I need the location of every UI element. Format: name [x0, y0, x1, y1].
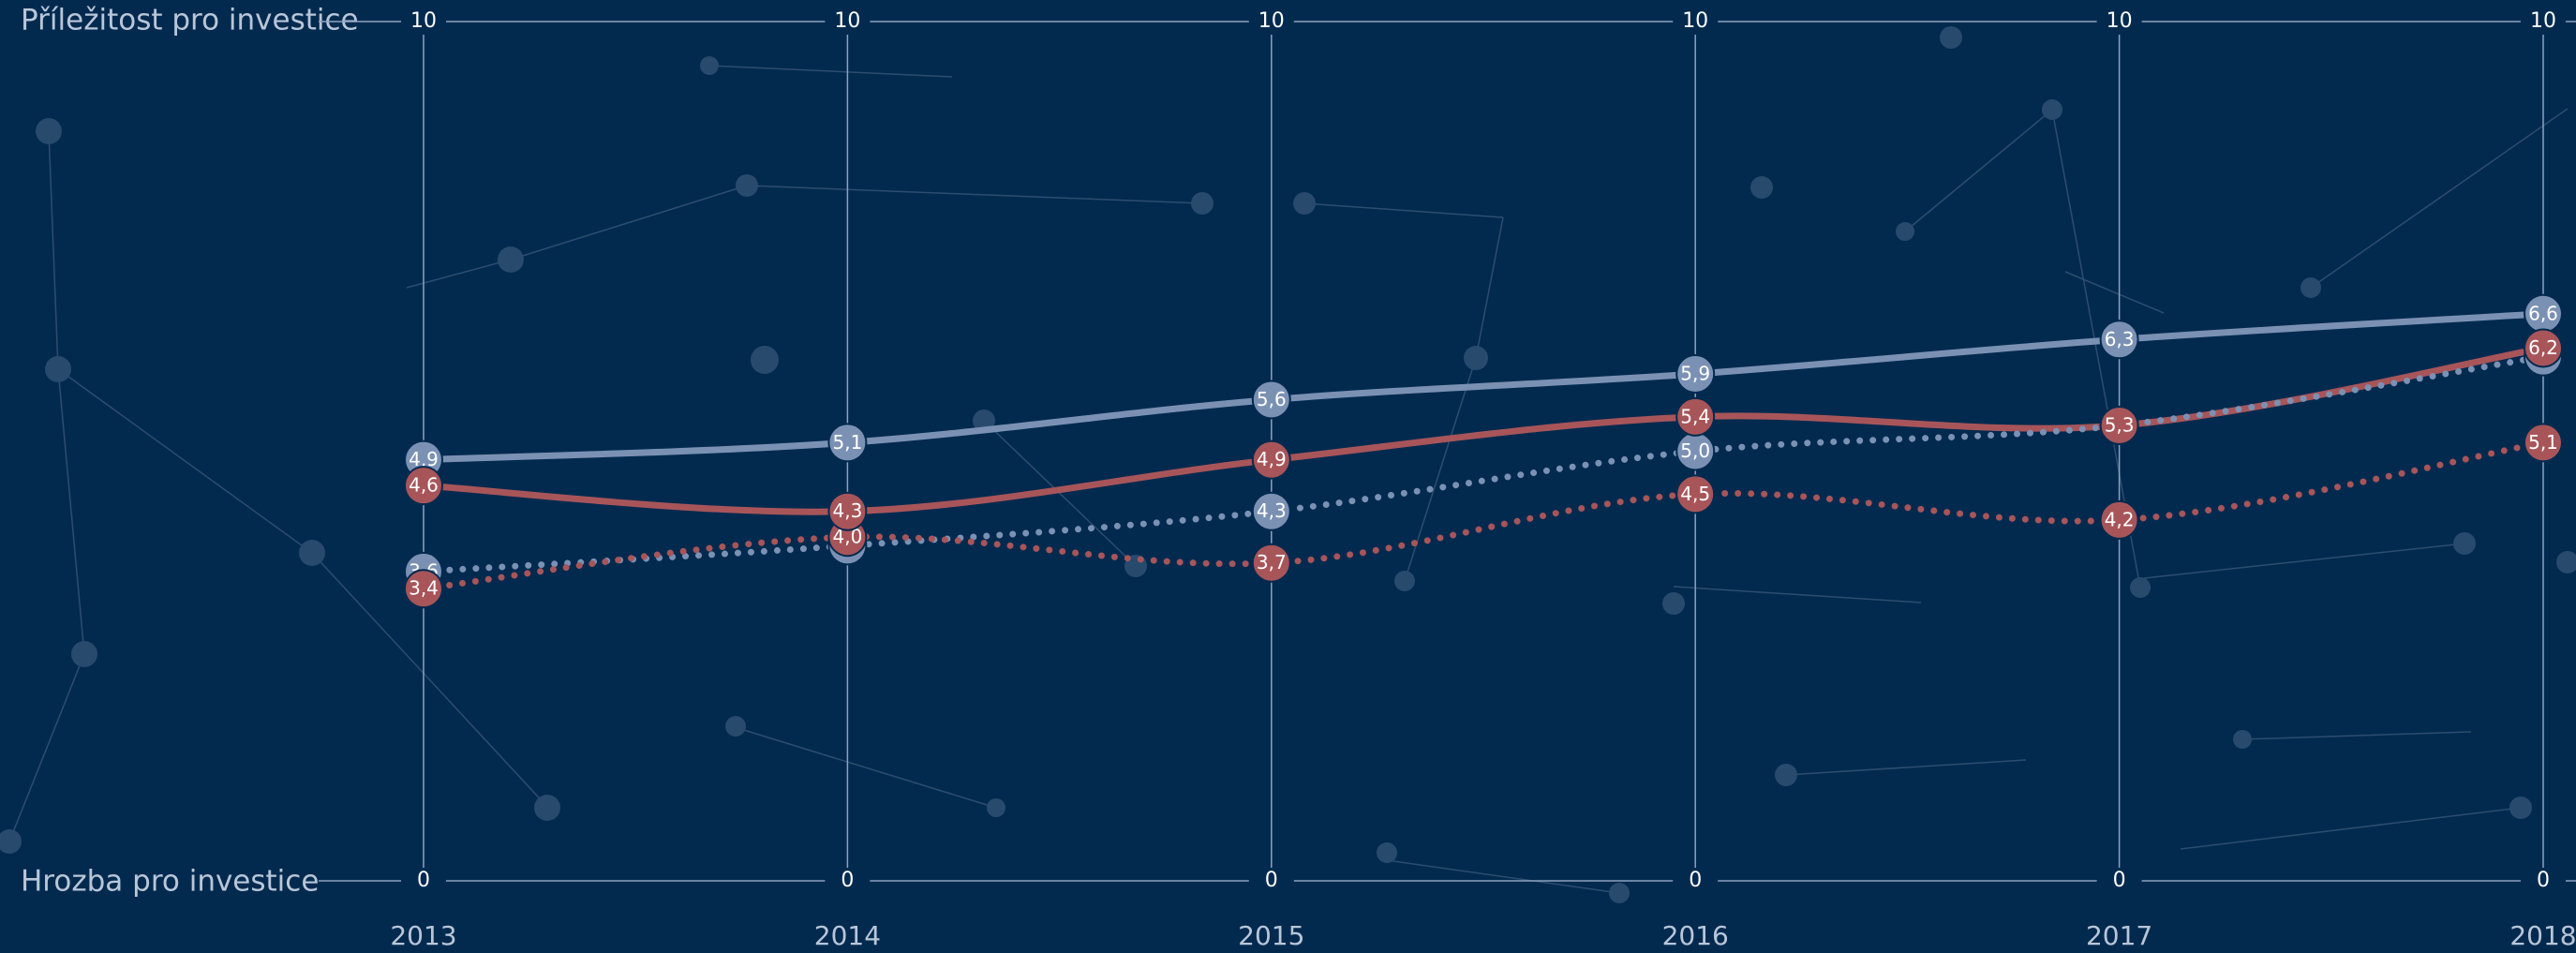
- tick-label-bg: [2096, 8, 2142, 35]
- data-point: [404, 569, 443, 609]
- tick-label-bg: [825, 8, 871, 35]
- data-point: [1251, 439, 1291, 480]
- data-label: 3,4: [409, 577, 439, 600]
- data-point: [1251, 491, 1291, 531]
- data-label: 6,6: [2528, 302, 2558, 324]
- data-point: [404, 466, 443, 506]
- data-label: 4,2: [2105, 508, 2135, 530]
- series-lines: [420, 310, 2547, 592]
- y-tick-label: 10: [2530, 9, 2556, 33]
- y-tick-label: 10: [410, 9, 437, 33]
- data-label: 4,3: [832, 499, 862, 522]
- x-tick-label: 2014: [814, 920, 881, 951]
- data-point: [827, 423, 868, 463]
- data-label: 5,4: [1680, 405, 1710, 427]
- data-point: [827, 491, 868, 531]
- data-point: [1251, 380, 1291, 420]
- data-point: [1675, 396, 1716, 437]
- x-tick-label: 2013: [390, 920, 456, 951]
- y-axis-label-bottom: Hrozba pro investice: [21, 865, 319, 899]
- x-tick-label: 2016: [1662, 920, 1729, 951]
- data-point: [2099, 499, 2139, 540]
- tick-label-bg: [2521, 8, 2566, 35]
- tick-label-bg: [2521, 868, 2566, 894]
- data-label: 4,6: [409, 474, 439, 497]
- tick-label-bg: [1673, 868, 1719, 894]
- data-point: [1675, 353, 1716, 394]
- x-tick-label: 2015: [1238, 920, 1304, 951]
- data-label: 5,9: [1680, 362, 1710, 384]
- data-label: 5,6: [1257, 388, 1287, 410]
- tick-label-bg: [401, 868, 446, 894]
- data-label: 6,2: [2528, 336, 2558, 359]
- data-label: 5,0: [1680, 439, 1710, 462]
- data-label: 6,3: [2105, 328, 2135, 350]
- y-tick-label: 10: [2107, 9, 2133, 33]
- y-tick-label: 10: [834, 9, 860, 33]
- y-tick-label: 0: [1689, 869, 1702, 892]
- data-label: 5,1: [832, 431, 862, 454]
- series-line: [420, 310, 2547, 464]
- tick-label-bg: [2096, 868, 2142, 894]
- data-point: [2099, 405, 2139, 445]
- y-tick-label: 0: [417, 869, 430, 892]
- data-point: [2099, 320, 2139, 360]
- y-tick-label: 0: [1265, 869, 1278, 892]
- tick-label-bg: [1248, 8, 1294, 35]
- data-label: 4,3: [1257, 499, 1287, 522]
- series-line: [420, 344, 2547, 515]
- y-tick-label: 10: [1682, 9, 1708, 33]
- data-label: 3,7: [1257, 551, 1287, 573]
- data-point: [2524, 423, 2563, 463]
- x-tick-label: 2017: [2086, 920, 2152, 951]
- data-point: [1675, 474, 1716, 514]
- tick-label-bg: [1248, 868, 1294, 894]
- tick-label-bg: [401, 8, 446, 35]
- tick-label-bg: [1673, 8, 1719, 35]
- y-tick-label: 0: [841, 869, 854, 892]
- tick-label-bg: [825, 868, 871, 894]
- data-label: 4,9: [1257, 448, 1287, 470]
- data-label: 5,3: [2105, 413, 2135, 436]
- y-tick-label: 10: [1258, 9, 1285, 33]
- data-point: [2524, 328, 2563, 368]
- y-tick-label: 0: [2537, 869, 2550, 892]
- data-point: [1251, 543, 1291, 583]
- data-label: 5,1: [2528, 431, 2558, 454]
- y-tick-label: 0: [2113, 869, 2126, 892]
- series-line: [420, 439, 2547, 592]
- y-axis-label-top: Příležitost pro investice: [21, 4, 359, 37]
- x-tick-label: 2018: [2509, 920, 2576, 951]
- data-label: 4,5: [1680, 483, 1710, 505]
- series-line: [420, 353, 2547, 575]
